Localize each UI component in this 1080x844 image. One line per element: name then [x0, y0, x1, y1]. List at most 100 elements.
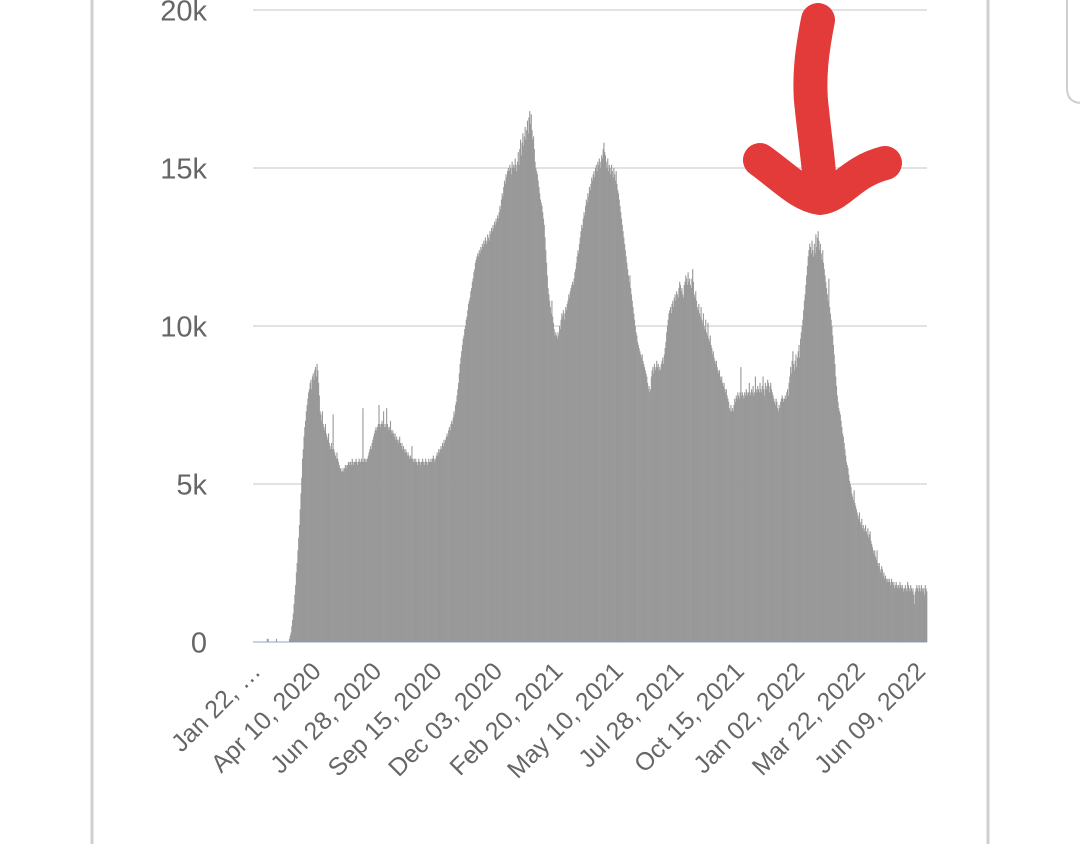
- bar: [450, 423, 452, 642]
- bar: [433, 458, 435, 642]
- bar: [761, 386, 763, 642]
- bar: [477, 256, 480, 642]
- side-panel-edge: [1066, 0, 1080, 104]
- bar: [585, 205, 587, 643]
- bar: [422, 461, 424, 642]
- bar: [595, 164, 597, 642]
- bar: [834, 363, 836, 642]
- bar: [404, 452, 406, 642]
- bar: [554, 335, 556, 642]
- bar: [723, 382, 725, 642]
- bar: [795, 354, 797, 642]
- bar: [682, 294, 684, 642]
- bar: [581, 228, 584, 643]
- bar: [504, 183, 506, 643]
- bar: [301, 477, 303, 642]
- bar: [531, 130, 533, 642]
- bar: [448, 430, 450, 642]
- bar: [459, 363, 461, 642]
- bar: [394, 433, 396, 642]
- bar: [784, 395, 786, 642]
- bar: [547, 288, 549, 642]
- bar: [863, 531, 865, 642]
- bar: [448, 427, 450, 642]
- bar: [458, 373, 460, 642]
- bar: [910, 585, 912, 642]
- bar: [604, 152, 606, 642]
- bar: [516, 161, 519, 642]
- bar: [920, 585, 922, 642]
- bar: [692, 281, 695, 642]
- bar: [540, 202, 542, 642]
- bar: [633, 319, 636, 642]
- bar: [594, 177, 596, 643]
- bar: [634, 326, 636, 642]
- bar: [861, 518, 863, 642]
- bar: [479, 253, 481, 642]
- bar: [539, 199, 542, 642]
- bar: [569, 291, 571, 642]
- bar: [383, 411, 385, 642]
- bar: [572, 284, 574, 642]
- bar: [868, 537, 870, 642]
- bar: [578, 243, 581, 642]
- bar: [626, 262, 628, 642]
- bar: [679, 281, 681, 642]
- bar: [807, 256, 809, 642]
- bar: [525, 139, 527, 642]
- bar: [544, 237, 546, 642]
- bar: [710, 344, 712, 642]
- bar: [353, 465, 355, 642]
- bar: [500, 209, 502, 642]
- bar: [568, 294, 570, 642]
- bar: [586, 202, 588, 642]
- bar: [845, 461, 848, 642]
- bar: [804, 294, 806, 642]
- bar: [884, 578, 886, 642]
- bar: [668, 313, 670, 642]
- bar: [422, 458, 424, 642]
- bar: [320, 414, 322, 642]
- bar: [301, 458, 304, 642]
- bar: [588, 186, 590, 642]
- bar: [696, 307, 698, 642]
- bar: [315, 376, 317, 642]
- bar: [500, 199, 502, 642]
- bar: [856, 512, 858, 642]
- bar: [346, 465, 348, 642]
- bar: [857, 515, 859, 642]
- bar: [673, 307, 675, 642]
- bar: [530, 114, 532, 642]
- bar: [641, 354, 643, 642]
- bar: [373, 433, 375, 642]
- bar: [712, 351, 714, 642]
- bar: [292, 619, 294, 642]
- bar: [894, 588, 896, 642]
- bar: [581, 224, 583, 642]
- bar: [295, 585, 297, 642]
- bar: [351, 458, 353, 642]
- bar: [806, 275, 808, 642]
- bar: [758, 392, 760, 642]
- bar: [808, 250, 810, 642]
- bar: [366, 458, 369, 642]
- bar: [507, 168, 509, 642]
- bar: [519, 139, 522, 642]
- bar: [375, 427, 377, 642]
- bar: [392, 430, 394, 642]
- bar: [803, 300, 805, 642]
- bar: [643, 363, 645, 642]
- bar: [579, 237, 581, 642]
- bar: [748, 382, 750, 642]
- bar: [653, 373, 655, 642]
- bar: [318, 395, 320, 642]
- bar: [518, 164, 520, 642]
- arrow-shaft: [793, 3, 837, 212]
- bar: [563, 319, 565, 642]
- bar: [484, 243, 486, 642]
- y-tick-label: 15k: [160, 154, 207, 186]
- bar: [406, 452, 408, 642]
- bar: [390, 430, 392, 642]
- bar: [553, 329, 555, 642]
